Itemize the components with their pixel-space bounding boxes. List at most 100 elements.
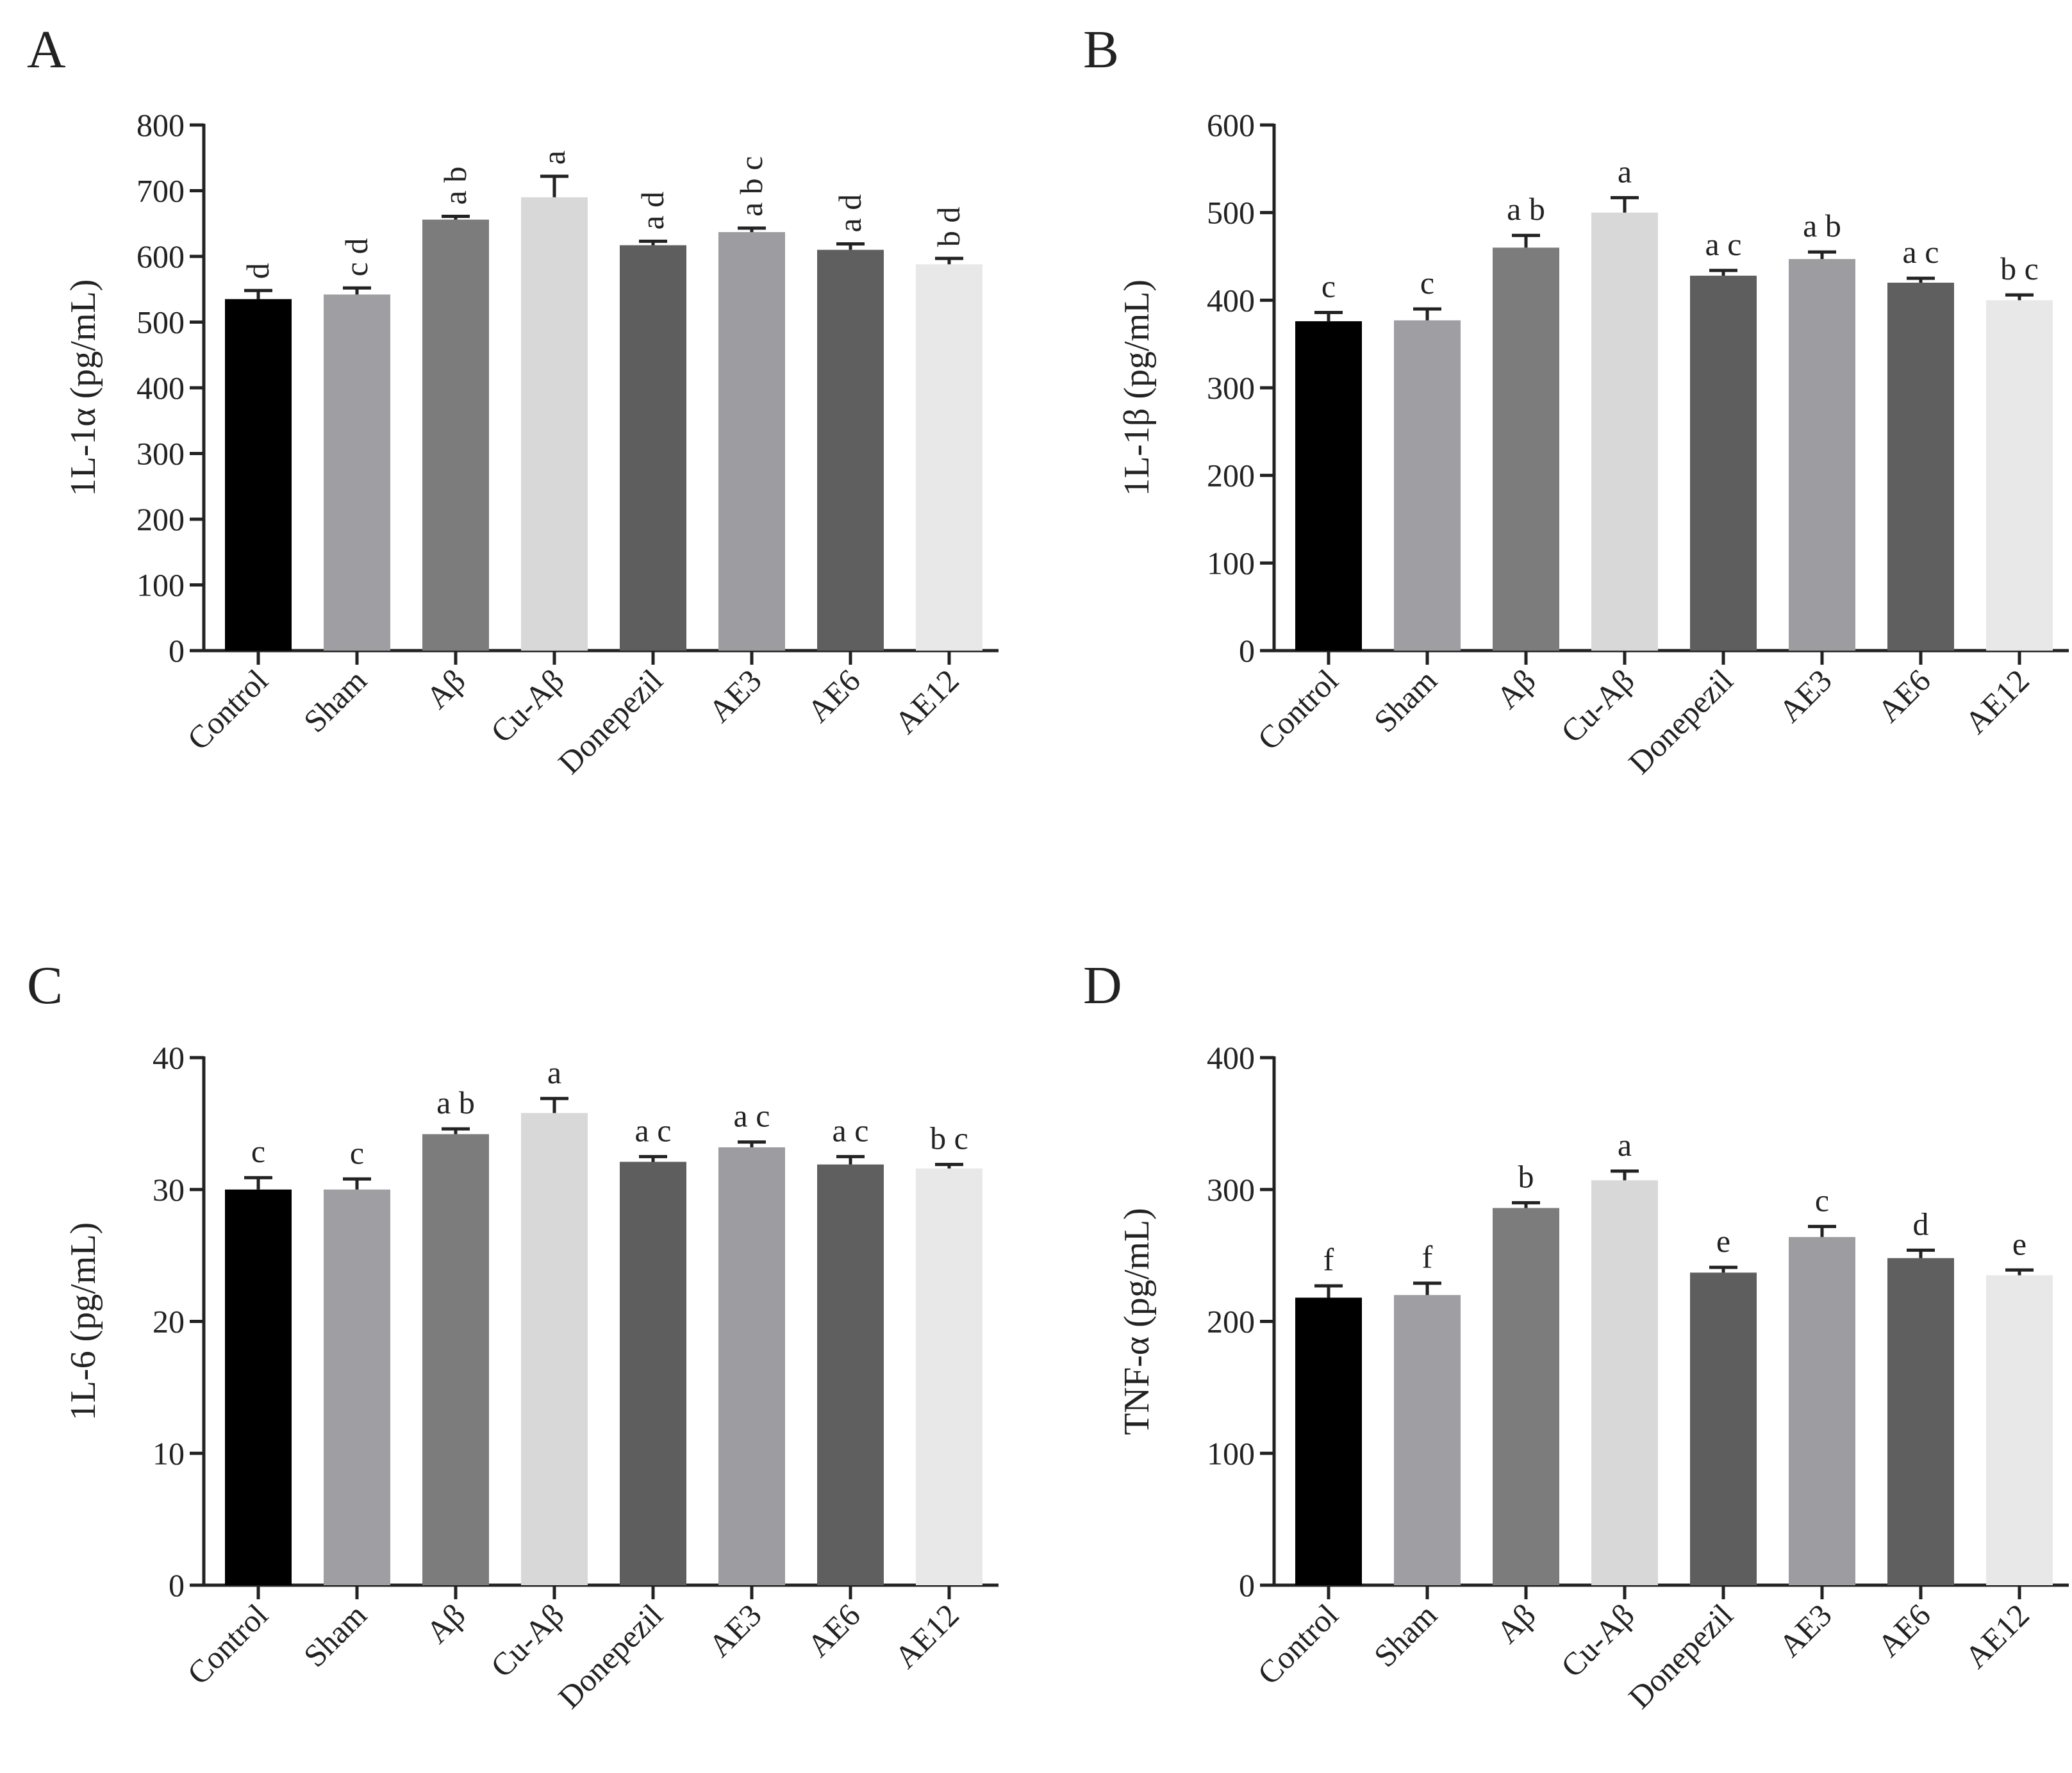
y-tick-label: 800 bbox=[137, 107, 185, 143]
significance-label: c bbox=[1815, 1182, 1829, 1218]
category-label: Donepezil bbox=[551, 1597, 670, 1715]
significance-label: a d bbox=[634, 192, 670, 230]
category-label: Cu-Aβ bbox=[484, 1597, 571, 1684]
bar-3 bbox=[1591, 1180, 1658, 1585]
y-axis-label: TNF-α (pg/mL) bbox=[1117, 1208, 1157, 1435]
y-tick-label: 600 bbox=[1207, 107, 1255, 143]
category-label: Aβ bbox=[419, 662, 472, 715]
chart-panel-c: C 0 10 20 30 40 1L-6 (pg/mL) Control c Sham c Aβ a b… bbox=[27, 956, 999, 1715]
bar-1 bbox=[324, 1189, 390, 1585]
bar-2 bbox=[1493, 1208, 1559, 1585]
category-label: Cu-Aβ bbox=[1554, 1597, 1641, 1684]
y-tick-label: 200 bbox=[1207, 458, 1255, 494]
bar-5 bbox=[1789, 259, 1855, 651]
y-tick-label: 0 bbox=[169, 1567, 185, 1603]
y-tick-label: 100 bbox=[1207, 1435, 1255, 1471]
significance-label: c d bbox=[338, 238, 374, 276]
category-label: Control bbox=[180, 1597, 275, 1692]
category-label: AE3 bbox=[1771, 662, 1838, 729]
significance-label: b c bbox=[2000, 251, 2039, 287]
panel-letter: C bbox=[27, 956, 63, 1015]
category-label: AE6 bbox=[1870, 662, 1937, 729]
significance-label: a c bbox=[734, 1098, 770, 1134]
bar-3 bbox=[521, 1113, 588, 1585]
y-tick-label: 400 bbox=[1207, 282, 1255, 318]
significance-label: a b bbox=[436, 1085, 475, 1120]
category-label: AE12 bbox=[1958, 1597, 2036, 1675]
significance-label: a b bbox=[1803, 208, 1841, 244]
y-tick-label: 30 bbox=[153, 1172, 185, 1208]
y-axis-label: 1L-6 (pg/mL) bbox=[63, 1222, 103, 1420]
category-label: Donepezil bbox=[1621, 662, 1740, 781]
significance-label: a b bbox=[437, 167, 473, 205]
category-label: Donepezil bbox=[1621, 1597, 1740, 1715]
category-label: Aβ bbox=[1489, 662, 1543, 715]
bar-1 bbox=[1394, 320, 1461, 651]
significance-label: a c bbox=[635, 1112, 672, 1148]
bar-2 bbox=[1493, 247, 1559, 651]
significance-label: a bbox=[1618, 1127, 1632, 1163]
y-tick-label: 400 bbox=[1207, 1040, 1255, 1076]
category-label: Aβ bbox=[1489, 1597, 1543, 1650]
bar-0 bbox=[225, 1189, 292, 1585]
bar-6 bbox=[1887, 1258, 1954, 1585]
bar-3 bbox=[1591, 212, 1658, 651]
bar-4 bbox=[620, 245, 686, 651]
significance-label: f bbox=[1422, 1239, 1433, 1275]
bar-6 bbox=[817, 249, 884, 651]
category-label: AE12 bbox=[888, 662, 966, 740]
significance-label: d bbox=[1913, 1206, 1929, 1242]
bar-3 bbox=[521, 197, 588, 651]
y-tick-label: 40 bbox=[153, 1040, 185, 1076]
significance-label: e bbox=[2012, 1226, 2026, 1261]
category-label: Cu-Aβ bbox=[484, 662, 571, 749]
y-tick-label: 600 bbox=[137, 238, 185, 274]
bar-5 bbox=[718, 1147, 785, 1585]
significance-label: d bbox=[240, 263, 276, 279]
significance-label: b bbox=[1518, 1158, 1534, 1194]
chart-panel-b: B 0 100 200 300 400 500 600 1L-1β (pg/mL) Control… bbox=[1083, 20, 2069, 781]
bar-7 bbox=[1986, 1275, 2053, 1585]
bar-2 bbox=[422, 219, 489, 651]
bar-1 bbox=[324, 294, 390, 651]
chart-panel-a: A 0 100 200 300 400 500 600 700 800 1L-1α (pg/mL) C… bbox=[27, 20, 999, 781]
significance-label: a c bbox=[1903, 234, 1939, 270]
y-tick-label: 0 bbox=[1239, 633, 1255, 669]
y-tick-label: 700 bbox=[137, 173, 185, 209]
bar-6 bbox=[817, 1164, 884, 1585]
significance-label: a c bbox=[833, 1112, 869, 1148]
significance-label: e bbox=[1716, 1223, 1730, 1259]
y-tick-label: 100 bbox=[137, 567, 185, 603]
y-tick-label: 300 bbox=[1207, 1172, 1255, 1208]
significance-label: c bbox=[251, 1133, 265, 1169]
y-tick-label: 0 bbox=[1239, 1567, 1255, 1603]
category-label: Sham bbox=[297, 662, 374, 739]
bar-0 bbox=[225, 299, 292, 651]
category-label: Control bbox=[1250, 1597, 1345, 1692]
bar-4 bbox=[1690, 276, 1757, 651]
y-axis-label: 1L-1β (pg/mL) bbox=[1117, 279, 1157, 496]
category-label: Sham bbox=[297, 1597, 374, 1674]
bar-7 bbox=[1986, 300, 2053, 651]
panel-letter: B bbox=[1083, 20, 1119, 79]
y-tick-label: 200 bbox=[137, 501, 185, 537]
category-label: Sham bbox=[1367, 1597, 1444, 1674]
bar-0 bbox=[1295, 1297, 1362, 1585]
significance-label: a bbox=[1618, 153, 1632, 189]
bar-5 bbox=[718, 232, 785, 651]
significance-label: b c bbox=[930, 1120, 968, 1156]
category-label: AE12 bbox=[888, 1597, 966, 1675]
category-label: AE6 bbox=[800, 1597, 866, 1663]
significance-label: a bbox=[536, 151, 572, 165]
y-tick-label: 500 bbox=[1207, 195, 1255, 231]
y-tick-label: 500 bbox=[137, 304, 185, 340]
significance-label: a b c bbox=[733, 156, 769, 217]
bar-0 bbox=[1295, 321, 1362, 651]
significance-label: c bbox=[350, 1135, 364, 1170]
bar-7 bbox=[916, 264, 982, 651]
category-label: Cu-Aβ bbox=[1554, 662, 1641, 749]
y-tick-label: 200 bbox=[1207, 1304, 1255, 1340]
significance-label: c bbox=[1322, 268, 1336, 304]
y-tick-label: 400 bbox=[137, 370, 185, 406]
y-tick-label: 300 bbox=[1207, 370, 1255, 406]
